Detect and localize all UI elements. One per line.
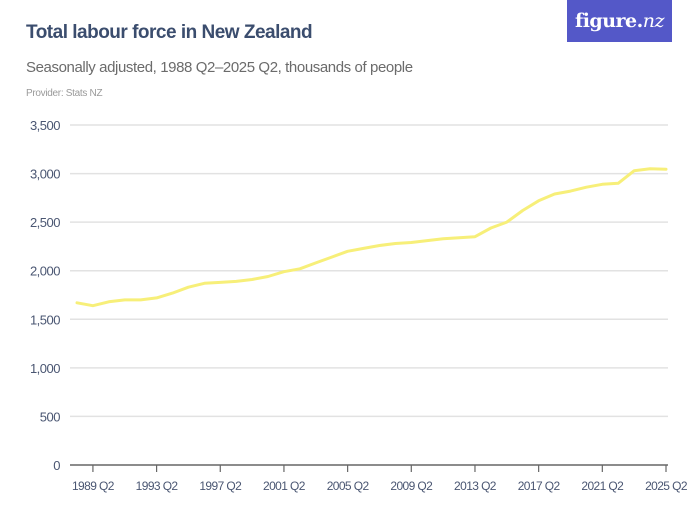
logo-text: figure. <box>575 10 643 32</box>
logo-accent-text: nz <box>642 10 665 32</box>
y-tick-label: 2,500 <box>30 215 60 230</box>
x-tick-label: 2001 Q2 <box>263 479 306 493</box>
y-tick-label: 3,000 <box>30 167 60 182</box>
y-tick-label: 1,000 <box>30 361 60 376</box>
chart-subtitle: Seasonally adjusted, 1988 Q2–2025 Q2, th… <box>26 59 413 76</box>
y-tick-label: 1,500 <box>30 312 60 327</box>
x-tick-label: 1993 Q2 <box>136 479 179 493</box>
y-tick-label: 500 <box>40 409 60 424</box>
y-axis-labels: 0 500 1,000 1,500 2,000 2,500 3,000 3,500 <box>30 118 61 473</box>
x-tick-label: 2021 Q2 <box>581 479 624 493</box>
series-line-total-labour-force <box>75 167 668 308</box>
x-tick-label: 2025 Q2 <box>645 479 688 493</box>
provider-label: Provider: Stats NZ <box>26 88 103 99</box>
x-tick-label: 2017 Q2 <box>518 479 561 493</box>
x-tick-label: 2009 Q2 <box>390 479 433 493</box>
figure-nz-logo[interactable]: figure. nz <box>567 0 672 42</box>
x-tick-label: 1989 Q2 <box>72 479 115 493</box>
x-tick-label: 1997 Q2 <box>199 479 242 493</box>
x-axis: 1989 Q2 1993 Q2 1997 Q2 2001 Q2 2005 Q2 2009 … <box>70 464 688 493</box>
x-tick-label: 2005 Q2 <box>327 479 370 493</box>
x-tick-label: 2013 Q2 <box>454 479 497 493</box>
grid-lines <box>70 124 668 418</box>
chart-title: Total labour force in New Zealand <box>26 22 313 43</box>
y-tick-label: 0 <box>53 458 60 473</box>
y-tick-label: 2,000 <box>30 264 60 279</box>
y-tick-label: 3,500 <box>30 118 60 133</box>
